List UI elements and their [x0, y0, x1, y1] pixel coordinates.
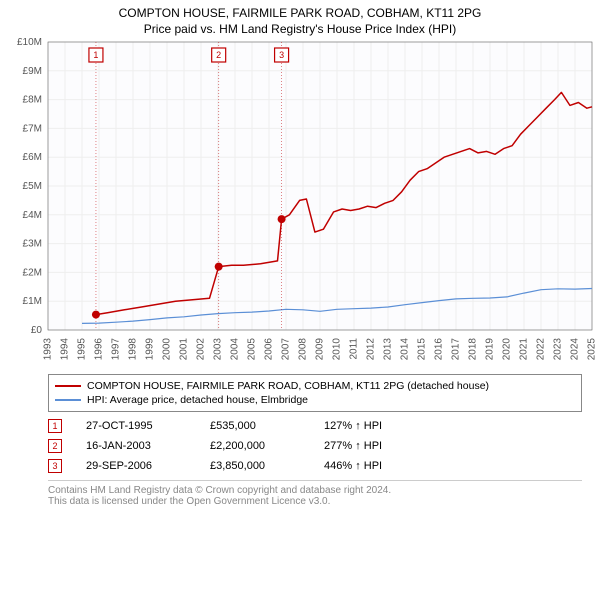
svg-text:2007: 2007 — [281, 338, 292, 361]
svg-text:£3M: £3M — [23, 239, 42, 250]
svg-text:2: 2 — [216, 50, 221, 60]
svg-text:£4M: £4M — [23, 210, 42, 221]
svg-text:2019: 2019 — [485, 338, 496, 361]
svg-text:£10M: £10M — [17, 38, 42, 48]
svg-text:£9M: £9M — [23, 66, 42, 77]
table-row: 2 16-JAN-2003 £2,200,000 277% ↑ HPI — [48, 436, 582, 456]
svg-text:2024: 2024 — [570, 338, 581, 361]
sale-marker-icon: 2 — [48, 439, 62, 453]
sale-price: £535,000 — [210, 420, 300, 432]
footer-line: This data is licensed under the Open Gov… — [48, 496, 582, 507]
svg-text:£0: £0 — [31, 325, 43, 336]
legend-swatch — [55, 385, 81, 387]
svg-text:£6M: £6M — [23, 152, 42, 163]
legend-label: COMPTON HOUSE, FAIRMILE PARK ROAD, COBHA… — [87, 380, 489, 392]
svg-text:£8M: £8M — [23, 95, 42, 106]
sale-marker-icon: 1 — [48, 419, 62, 433]
title-sub: Price paid vs. HM Land Registry's House … — [8, 22, 592, 36]
svg-text:2001: 2001 — [179, 338, 190, 361]
svg-text:2013: 2013 — [383, 338, 394, 361]
svg-text:2009: 2009 — [315, 338, 326, 361]
sales-table: 1 27-OCT-1995 £535,000 127% ↑ HPI 2 16-J… — [48, 416, 582, 476]
svg-text:1999: 1999 — [145, 338, 156, 361]
legend-label: HPI: Average price, detached house, Elmb… — [87, 394, 308, 406]
svg-text:2018: 2018 — [468, 338, 479, 361]
sale-date: 29-SEP-2006 — [86, 460, 186, 472]
svg-text:£5M: £5M — [23, 181, 42, 192]
svg-text:2025: 2025 — [587, 338, 598, 361]
legend: COMPTON HOUSE, FAIRMILE PARK ROAD, COBHA… — [48, 374, 582, 412]
svg-text:1993: 1993 — [43, 338, 54, 361]
svg-text:2023: 2023 — [553, 338, 564, 361]
svg-text:1994: 1994 — [60, 338, 71, 361]
svg-text:2011: 2011 — [349, 338, 360, 360]
chart-titles: COMPTON HOUSE, FAIRMILE PARK ROAD, COBHA… — [0, 0, 600, 38]
footer-line: Contains HM Land Registry data © Crown c… — [48, 485, 582, 496]
svg-text:2015: 2015 — [417, 338, 428, 361]
svg-text:£7M: £7M — [23, 123, 42, 134]
legend-swatch — [55, 399, 81, 401]
sale-change: 446% ↑ HPI — [324, 460, 582, 472]
svg-text:2008: 2008 — [298, 338, 309, 361]
sale-change: 277% ↑ HPI — [324, 440, 582, 452]
svg-text:2014: 2014 — [400, 338, 411, 361]
svg-text:2016: 2016 — [434, 338, 445, 361]
legend-item: COMPTON HOUSE, FAIRMILE PARK ROAD, COBHA… — [55, 379, 575, 393]
svg-text:2022: 2022 — [536, 338, 547, 361]
svg-text:£1M: £1M — [23, 296, 42, 307]
price-chart: £0 £1M £2M £3M £4M £5M £6M £7M £8M £9M £10M 1993 199… — [0, 38, 600, 368]
svg-text:2000: 2000 — [162, 338, 173, 361]
title-main: COMPTON HOUSE, FAIRMILE PARK ROAD, COBHA… — [8, 6, 592, 20]
legend-item: HPI: Average price, detached house, Elmb… — [55, 393, 575, 407]
sale-marker-icon: 3 — [48, 459, 62, 473]
svg-text:2020: 2020 — [502, 338, 513, 361]
svg-text:2021: 2021 — [519, 338, 530, 361]
table-row: 3 29-SEP-2006 £3,850,000 446% ↑ HPI — [48, 456, 582, 476]
svg-text:2017: 2017 — [451, 338, 462, 361]
svg-text:1996: 1996 — [94, 338, 105, 361]
svg-text:£2M: £2M — [23, 267, 42, 278]
svg-text:2005: 2005 — [247, 338, 258, 361]
table-row: 1 27-OCT-1995 £535,000 127% ↑ HPI — [48, 416, 582, 436]
svg-text:1997: 1997 — [111, 338, 122, 361]
chart-area: £0 £1M £2M £3M £4M £5M £6M £7M £8M £9M £10M 1993 199… — [0, 38, 600, 368]
svg-text:1998: 1998 — [128, 338, 139, 361]
svg-text:1995: 1995 — [77, 338, 88, 361]
sale-date: 16-JAN-2003 — [86, 440, 186, 452]
sale-date: 27-OCT-1995 — [86, 420, 186, 432]
svg-text:2006: 2006 — [264, 338, 275, 361]
footer: Contains HM Land Registry data © Crown c… — [48, 480, 582, 507]
svg-text:3: 3 — [279, 50, 284, 60]
svg-text:1: 1 — [93, 50, 98, 60]
sale-price: £2,200,000 — [210, 440, 300, 452]
svg-text:2003: 2003 — [213, 338, 224, 361]
svg-text:2002: 2002 — [196, 338, 207, 361]
sale-change: 127% ↑ HPI — [324, 420, 582, 432]
svg-text:2004: 2004 — [230, 338, 241, 361]
sale-price: £3,850,000 — [210, 460, 300, 472]
svg-text:2010: 2010 — [332, 338, 343, 361]
svg-text:2012: 2012 — [366, 338, 377, 361]
